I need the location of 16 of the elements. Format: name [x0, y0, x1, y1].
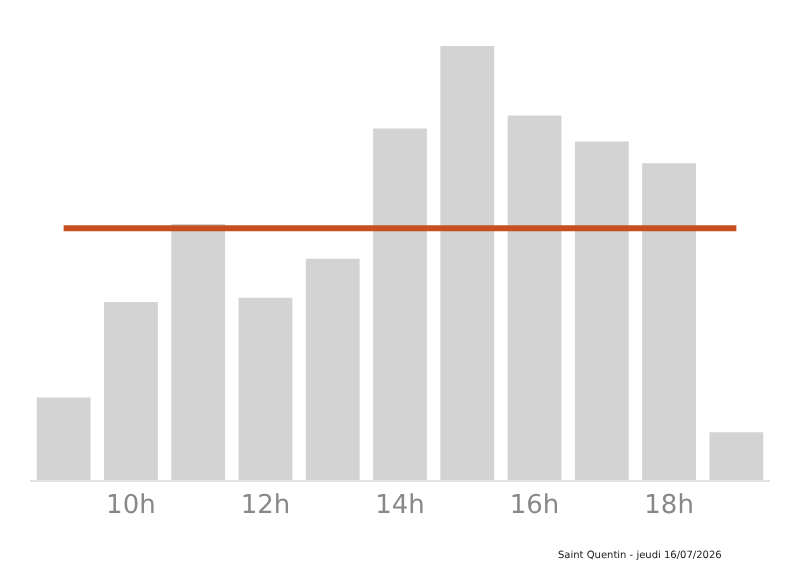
bar	[440, 46, 495, 480]
bar	[507, 115, 562, 480]
x-tick-label: 14h	[375, 491, 425, 522]
bar	[373, 128, 427, 480]
bar	[574, 141, 629, 480]
bar	[171, 223, 226, 480]
bar	[305, 258, 360, 480]
x-tick-label: 16h	[509, 491, 560, 522]
bar	[238, 297, 293, 480]
bar	[709, 432, 764, 480]
bar	[36, 397, 91, 480]
x-tick-label: 12h	[240, 491, 291, 522]
x-tick-label: 18h	[644, 491, 694, 522]
bar	[642, 163, 696, 480]
bar	[104, 302, 158, 480]
x-tick-label: 10h	[106, 491, 156, 522]
